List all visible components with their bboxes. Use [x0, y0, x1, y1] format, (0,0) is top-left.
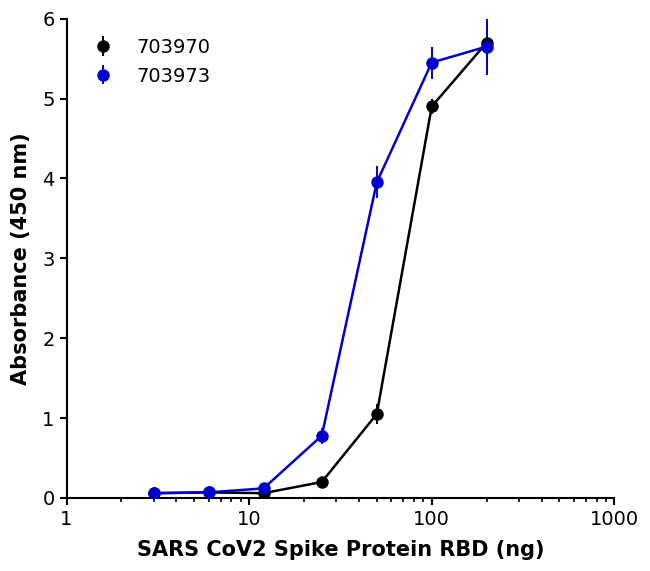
- Legend: 703970, 703973: 703970, 703973: [76, 29, 220, 95]
- Y-axis label: Absorbance (450 nm): Absorbance (450 nm): [11, 132, 31, 385]
- X-axis label: SARS CoV2 Spike Protein RBD (ng): SARS CoV2 Spike Protein RBD (ng): [136, 540, 544, 560]
